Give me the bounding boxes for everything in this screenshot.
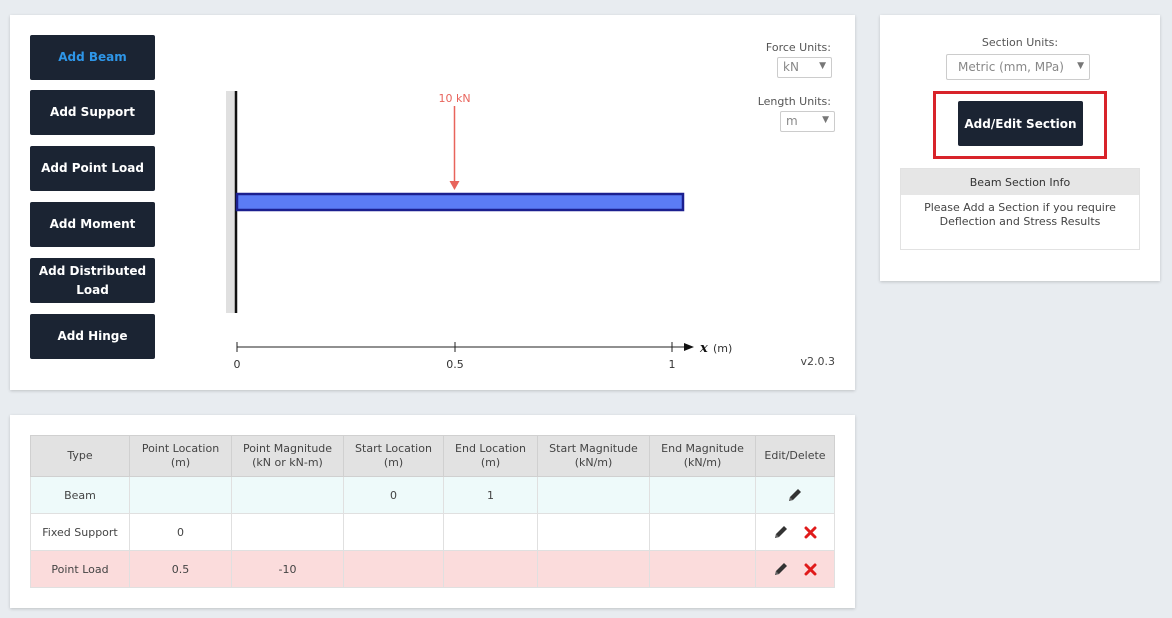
cell-start-location: [343, 550, 444, 588]
axis-arrowhead: [684, 343, 694, 351]
header-start-location: Start Location (m): [343, 435, 444, 477]
cell-actions: [755, 513, 835, 551]
cell-type: Point Load: [30, 550, 130, 588]
version-label: v2.0.3: [800, 355, 836, 368]
axis-tick-label: 1: [669, 358, 676, 371]
point-load-label: 10 kN: [438, 92, 470, 105]
table-header-row: Type Point Location (m) Point Magnitude …: [30, 435, 835, 477]
length-units-label: Length Units:: [757, 95, 831, 108]
cell-actions: [755, 550, 835, 588]
beam[interactable]: [235, 192, 685, 212]
cell-end-location: [443, 513, 538, 551]
cell-point-magnitude: -10: [231, 550, 344, 588]
section-units-value: Metric (mm, MPa): [958, 60, 1064, 74]
header-start-magnitude: Start Magnitude (kN/m): [537, 435, 650, 477]
cell-start-magnitude: [537, 513, 650, 551]
delete-x-icon[interactable]: [804, 563, 817, 576]
axis-tick-label: 0: [234, 358, 241, 371]
cell-point-magnitude: [231, 513, 344, 551]
header-type: Type: [30, 435, 130, 477]
length-units-value: m: [786, 114, 798, 128]
header-point-location: Point Location (m): [129, 435, 232, 477]
beam-section-info-text: Please Add a Section if you require Defl…: [924, 201, 1116, 228]
table-row: Fixed Support 0: [30, 513, 835, 551]
force-units-label: Force Units:: [765, 41, 831, 54]
axis-unit: (m): [713, 342, 732, 355]
table-row: Beam 0 1: [30, 476, 835, 514]
force-units-select[interactable]: kN ▼: [777, 57, 832, 78]
add-distributed-load-button[interactable]: Add Distributed Load: [30, 258, 155, 303]
cell-point-location: 0.5: [129, 550, 232, 588]
loads-table: Type Point Location (m) Point Magnitude …: [30, 435, 835, 588]
length-units-select[interactable]: m ▼: [780, 111, 835, 132]
cell-actions: [755, 476, 835, 514]
cell-type: Fixed Support: [30, 513, 130, 551]
point-load-arrow[interactable]: 10 kN: [438, 92, 471, 190]
header-point-magnitude: Point Magnitude (kN or kN-m): [231, 435, 344, 477]
table-row: Point Load 0.5 -10: [30, 550, 835, 588]
cell-start-location: 0: [343, 476, 444, 514]
cell-end-location: [443, 550, 538, 588]
pencil-icon[interactable]: [773, 524, 789, 540]
add-beam-button[interactable]: Add Beam: [30, 35, 155, 80]
section-units-select[interactable]: Metric (mm, MPa) ▼: [946, 54, 1090, 80]
beam-editor-panel: Add Beam Add Support Add Point Load Add …: [10, 15, 855, 390]
highlight-box: [933, 91, 1107, 159]
cell-end-magnitude: [649, 550, 756, 588]
cell-end-magnitude: [649, 513, 756, 551]
add-moment-button[interactable]: Add Moment: [30, 202, 155, 247]
delete-x-icon[interactable]: [804, 526, 817, 539]
x-axis: 0 0.5 1 x (m): [234, 341, 733, 371]
fixed-support-wall: [226, 91, 236, 313]
section-panel: Section Units: Metric (mm, MPa) ▼ Add/Ed…: [880, 15, 1160, 281]
cell-end-magnitude: [649, 476, 756, 514]
beam-section-info: Beam Section Info Please Add a Section i…: [900, 168, 1140, 250]
cell-point-location: 0: [129, 513, 232, 551]
cell-end-location: 1: [443, 476, 538, 514]
chevron-down-icon: ▼: [819, 61, 826, 71]
header-edit-delete: Edit/Delete: [755, 435, 835, 477]
axis-variable: x: [699, 341, 708, 356]
cell-start-location: [343, 513, 444, 551]
chevron-down-icon: ▼: [1077, 61, 1084, 71]
cell-point-magnitude: [231, 476, 344, 514]
beam-diagram: 10 kN 0 0.5 1 x (m): [226, 91, 733, 371]
cell-point-location: [129, 476, 232, 514]
section-units-label: Section Units:: [981, 36, 1059, 49]
header-end-magnitude: End Magnitude (kN/m): [649, 435, 756, 477]
header-end-location: End Location (m): [443, 435, 538, 477]
beam-section-info-title: Beam Section Info: [901, 169, 1139, 195]
add-edit-section-button[interactable]: Add/Edit Section: [958, 101, 1083, 146]
cell-start-magnitude: [537, 476, 650, 514]
add-hinge-button[interactable]: Add Hinge: [30, 314, 155, 359]
pencil-icon[interactable]: [773, 561, 789, 577]
cell-start-magnitude: [537, 550, 650, 588]
add-support-button[interactable]: Add Support: [30, 90, 155, 135]
pencil-icon[interactable]: [787, 487, 803, 503]
add-point-load-button[interactable]: Add Point Load: [30, 146, 155, 191]
force-units-value: kN: [783, 60, 799, 74]
loads-table-panel: Type Point Location (m) Point Magnitude …: [10, 415, 855, 608]
axis-tick-label: 0.5: [446, 358, 464, 371]
chevron-down-icon: ▼: [822, 115, 829, 125]
cell-type: Beam: [30, 476, 130, 514]
